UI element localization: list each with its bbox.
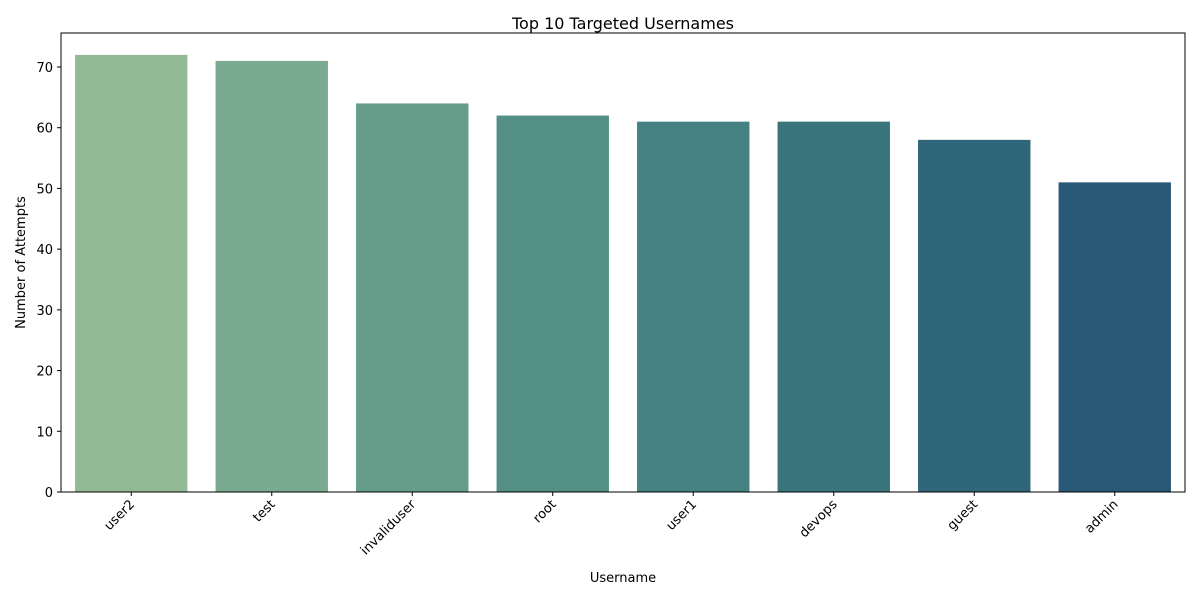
x-axis-title: Username bbox=[590, 571, 656, 586]
bar-user2 bbox=[75, 54, 188, 492]
bar-test bbox=[215, 60, 328, 493]
y-tick-label: 10 bbox=[36, 425, 53, 440]
bar-user1 bbox=[637, 121, 750, 493]
bar-invaliduser bbox=[356, 103, 469, 492]
y-axis-title: Number of Attempts bbox=[14, 196, 29, 329]
y-axis-ticks: 0 10 20 30 40 50 60 70 bbox=[36, 61, 61, 501]
x-tick-label: user1 bbox=[664, 497, 701, 534]
x-tick-label: root bbox=[531, 497, 560, 526]
plot-frame bbox=[60, 32, 1186, 493]
x-tick-label: guest bbox=[945, 497, 981, 533]
x-axis-ticks: user2 test invaliduser root user1 devops guest… bbox=[102, 492, 1122, 558]
y-tick-label: 70 bbox=[36, 61, 53, 76]
x-tick-label: invaliduser bbox=[358, 497, 420, 559]
bar-guest bbox=[918, 139, 1031, 492]
x-tick-label: user2 bbox=[102, 497, 139, 534]
bar-devops bbox=[777, 121, 890, 493]
bars-layer bbox=[75, 54, 1171, 493]
y-tick-label: 40 bbox=[36, 243, 53, 258]
y-tick-label: 60 bbox=[36, 122, 53, 137]
y-tick-label: 30 bbox=[36, 304, 53, 319]
y-tick-label: 50 bbox=[36, 182, 53, 197]
x-tick-label: test bbox=[250, 497, 278, 525]
bar-admin bbox=[1058, 182, 1171, 492]
x-tick-label: devops bbox=[797, 497, 841, 541]
chart-title: Top 10 Targeted Usernames bbox=[511, 14, 734, 33]
x-tick-label: admin bbox=[1082, 497, 1121, 536]
y-tick-label: 0 bbox=[45, 486, 53, 501]
y-tick-label: 20 bbox=[36, 365, 53, 380]
bar-root bbox=[496, 115, 609, 493]
